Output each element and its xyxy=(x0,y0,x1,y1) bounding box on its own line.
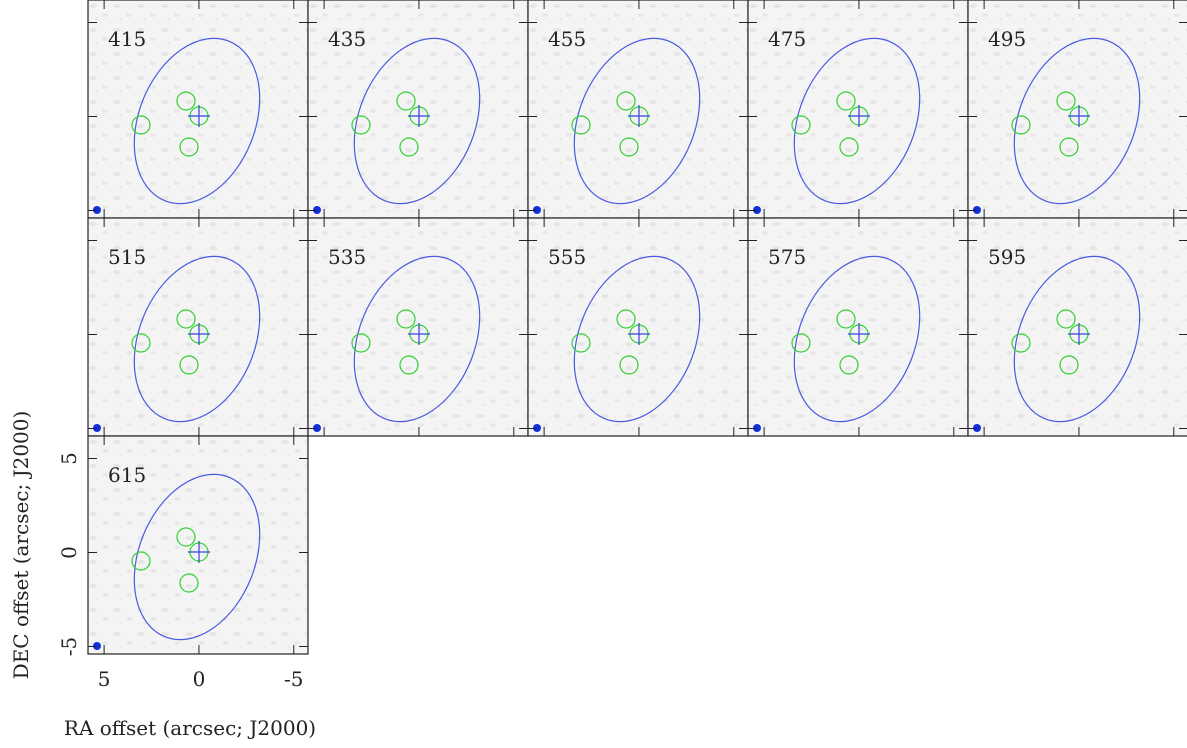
channel-label: 535 xyxy=(328,245,366,269)
channel-label: 415 xyxy=(108,27,146,51)
source-circle xyxy=(179,137,199,157)
panel-background xyxy=(528,0,748,218)
center-cross xyxy=(188,105,210,127)
source-circle xyxy=(839,355,859,375)
source-circle xyxy=(1056,309,1076,329)
beam-ellipse xyxy=(793,255,921,423)
source-circle xyxy=(351,115,371,135)
x-tick-label: -5 xyxy=(284,667,303,691)
beam-ellipse xyxy=(133,255,261,423)
source-circle xyxy=(616,309,636,329)
panel: 555 xyxy=(527,217,749,437)
x-tick-label: 5 xyxy=(98,667,111,691)
panel: 535 xyxy=(307,217,529,437)
source-circle xyxy=(1059,355,1079,375)
panel: 455 xyxy=(527,0,749,219)
panel-background xyxy=(528,218,748,436)
source-circle xyxy=(571,115,591,135)
source-circle xyxy=(396,309,416,329)
center-cross xyxy=(188,541,210,563)
panel-background xyxy=(308,218,528,436)
panel: 495 xyxy=(967,0,1187,219)
panel: 515 xyxy=(87,217,309,437)
source-circle xyxy=(791,333,811,353)
source-circle xyxy=(619,137,639,157)
channel-label: 495 xyxy=(988,27,1026,51)
source-circle xyxy=(571,333,591,353)
source-circle xyxy=(176,309,196,329)
source-circle xyxy=(616,91,636,111)
panel: 415 xyxy=(87,0,309,219)
panel: 575 xyxy=(747,217,969,437)
channel-label: 435 xyxy=(328,27,366,51)
y-tick-label: -5 xyxy=(57,637,81,656)
beam-ellipse xyxy=(353,255,481,423)
x-tick-label: 0 xyxy=(193,667,206,691)
y-tick-label: 0 xyxy=(57,546,81,559)
panel-background xyxy=(88,0,308,218)
panel-frame xyxy=(87,435,309,655)
source-circle xyxy=(399,137,419,157)
channel-label: 595 xyxy=(988,245,1026,269)
source-circle xyxy=(131,333,151,353)
panel-background xyxy=(748,0,968,218)
channel-label: 555 xyxy=(548,245,586,269)
beam-ellipse xyxy=(133,37,261,205)
y-tick-label: 5 xyxy=(57,452,81,465)
panel: 615 5 0 -5 -5 0 5 xyxy=(57,435,309,691)
source-circle xyxy=(839,137,859,157)
y-axis-label: DEC offset (arcsec; J2000) xyxy=(9,411,33,680)
center-cross xyxy=(408,323,430,345)
channel-label: 475 xyxy=(768,27,806,51)
channel-label: 455 xyxy=(548,27,586,51)
source-circle xyxy=(399,355,419,375)
source-circle xyxy=(179,355,199,375)
source-circle xyxy=(396,91,416,111)
source-circle xyxy=(1011,115,1031,135)
source-circle xyxy=(836,91,856,111)
beam-ellipse xyxy=(573,255,701,423)
panel: 595 xyxy=(967,217,1187,437)
panel: 435 xyxy=(307,0,529,219)
channel-label: 575 xyxy=(768,245,806,269)
beam-ellipse xyxy=(1013,255,1141,423)
center-cross xyxy=(188,323,210,345)
source-circle xyxy=(1059,137,1079,157)
source-circle xyxy=(131,551,151,571)
channel-label: 615 xyxy=(108,463,146,487)
center-cross xyxy=(1068,105,1090,127)
source-circle xyxy=(176,91,196,111)
panel-background xyxy=(308,0,528,218)
beam-ellipse xyxy=(1013,37,1141,205)
center-cross xyxy=(628,105,650,127)
panel-background xyxy=(88,218,308,436)
panel: 475 xyxy=(747,0,969,219)
source-circle xyxy=(351,333,371,353)
source-circle xyxy=(791,115,811,135)
beam-ellipse xyxy=(573,37,701,205)
beam-ellipse xyxy=(133,473,261,641)
source-circle xyxy=(131,115,151,135)
center-cross xyxy=(408,105,430,127)
source-circle xyxy=(836,309,856,329)
x-axis-label: RA offset (arcsec; J2000) xyxy=(64,716,316,740)
center-cross xyxy=(628,323,650,345)
panel-frame xyxy=(967,217,1187,437)
channel-label: 515 xyxy=(108,245,146,269)
center-cross xyxy=(1068,323,1090,345)
source-circle xyxy=(179,573,199,593)
source-circle xyxy=(619,355,639,375)
center-cross xyxy=(848,323,870,345)
panel-background xyxy=(968,0,1187,218)
panel-background xyxy=(88,436,308,654)
source-circle xyxy=(1011,333,1031,353)
beam-ellipse xyxy=(793,37,921,205)
center-cross xyxy=(848,105,870,127)
beam-ellipse xyxy=(353,37,481,205)
source-circle xyxy=(1056,91,1076,111)
source-circle xyxy=(176,527,196,547)
panel-background xyxy=(968,218,1187,436)
panel-background xyxy=(748,218,968,436)
